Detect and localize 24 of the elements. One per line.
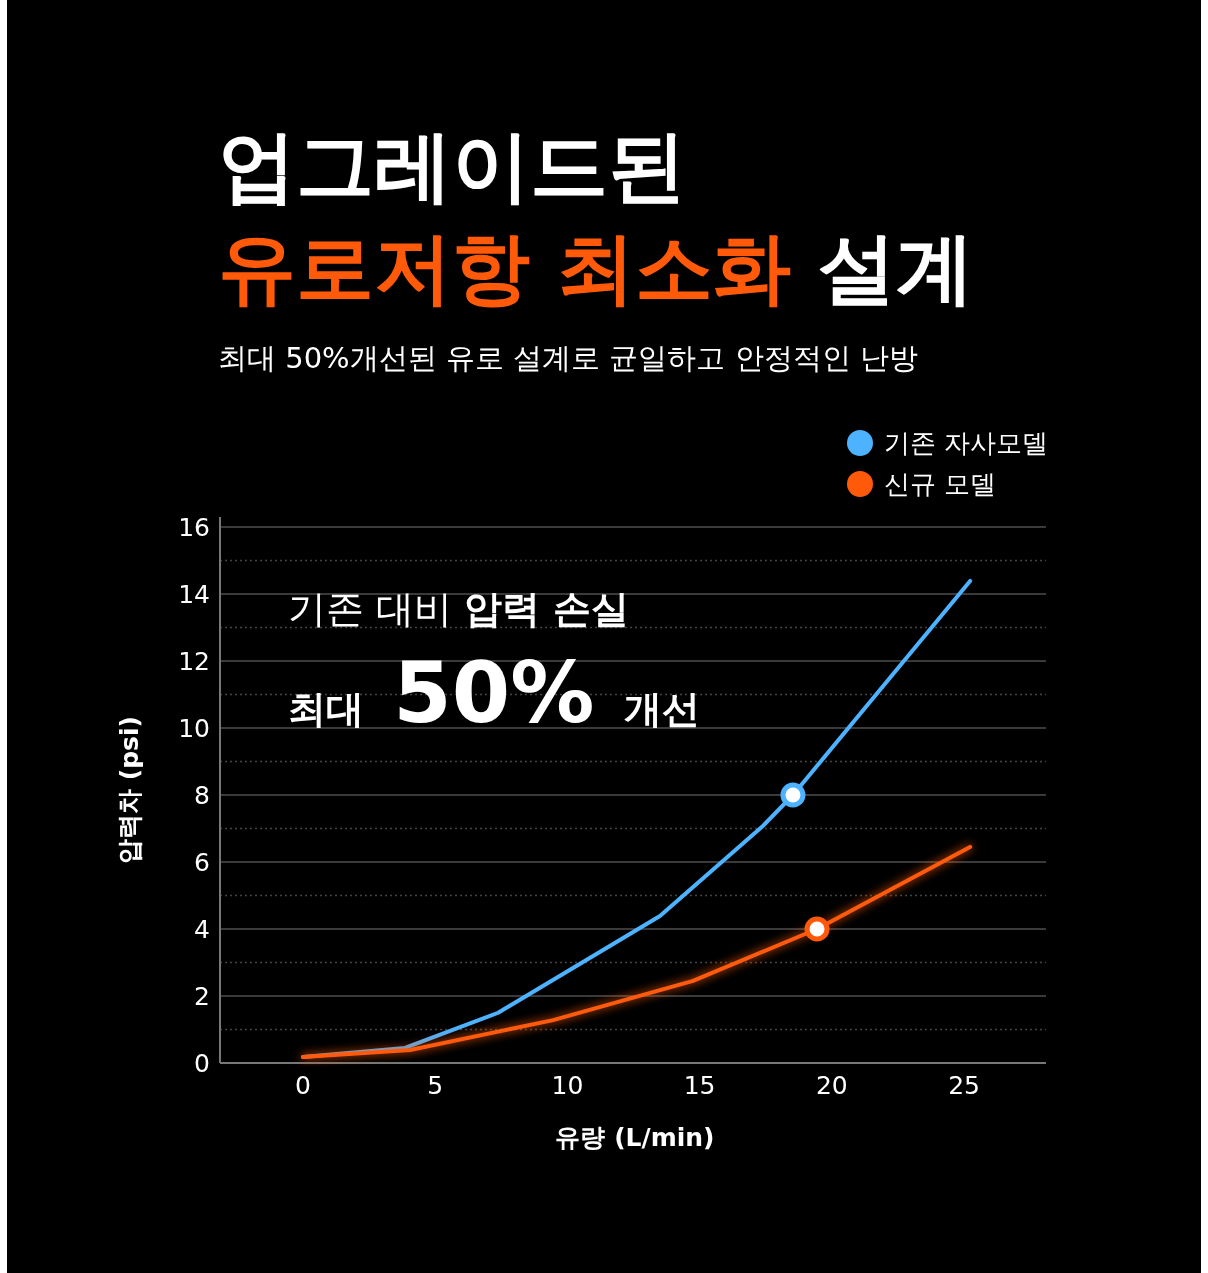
y-tick-label: 10 [178,714,210,743]
chart-subtitle: 최대 50%개선된 유로 설계로 균일하고 안정적인 난방 [218,341,918,375]
chart-title: 업그레이드된 유로저항 최소화 설계 [218,121,975,313]
y-axis-title: 압력차 (psi) [115,716,144,864]
y-tick-label: 6 [194,848,210,877]
x-tick-label: 15 [683,1071,716,1100]
legend-label: 신규 모델 [884,469,997,499]
x-axis-title: 유량 (L/min) [555,1123,715,1152]
y-tick-label: 0 [194,1049,210,1078]
y-tick-label: 14 [178,580,210,609]
x-tick-label: 10 [551,1071,584,1100]
line-series [301,844,973,1059]
annotation: 최대 50% 개선 [288,644,700,742]
y-tick-label: 12 [178,647,210,676]
x-tick-label: 5 [427,1071,444,1100]
x-tick-label: 20 [815,1071,848,1100]
y-tick-label: 4 [194,915,210,944]
y-tick-label: 2 [194,982,210,1011]
x-tick-label: 25 [948,1071,980,1100]
legend-label: 기존 자사모델 [884,428,1049,458]
annotation: 기존 대비 압력 손실 [288,587,630,631]
y-tick-label: 16 [178,513,210,542]
y-tick-label: 8 [194,781,210,810]
x-tick-label: 0 [295,1071,311,1100]
